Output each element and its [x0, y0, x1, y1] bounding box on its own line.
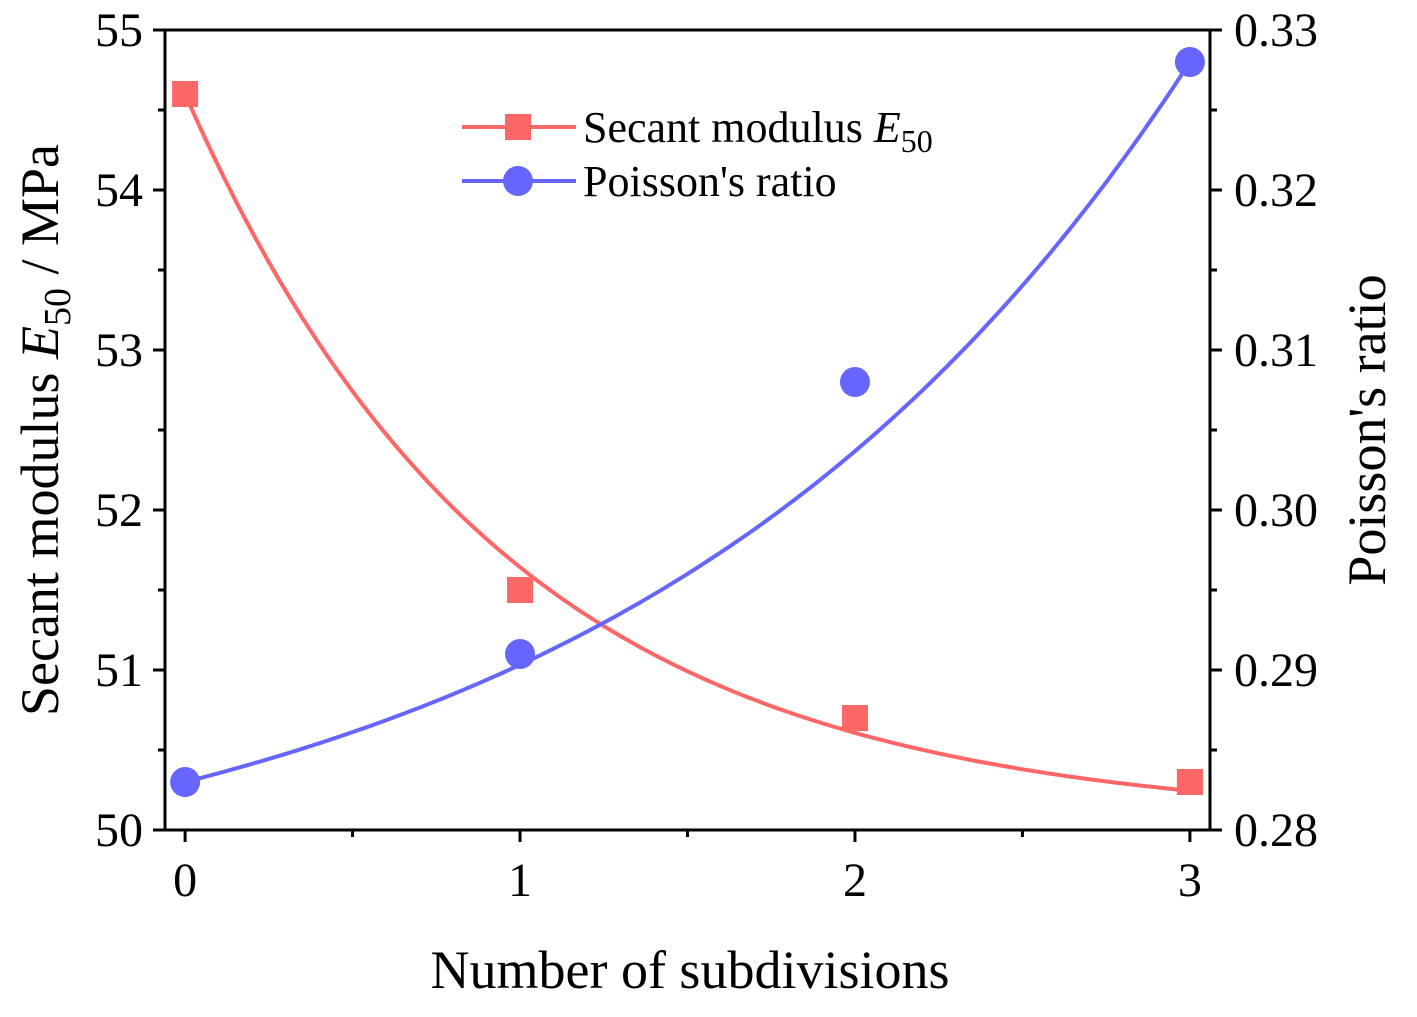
y-right-tick-label: 0.28: [1234, 804, 1318, 857]
y-left-tick-label: 51: [95, 644, 143, 697]
y-left-tick-label: 54: [95, 164, 143, 217]
fit-line-poisson: [184, 60, 1192, 784]
legend-label-poisson: Poisson's ratio: [583, 157, 837, 206]
x-axis-title: Number of subdivisions: [431, 940, 950, 1000]
poisson-point: [1174, 47, 1205, 77]
y-right-tick-label: 0.32: [1234, 164, 1318, 217]
legend-label-secant: Secant modulus E50: [583, 103, 933, 159]
legend-marker-poisson: [503, 166, 533, 196]
secant-point: [1176, 769, 1203, 795]
left-axis-title: Secant modulus E50 / MPa: [10, 144, 79, 716]
poisson-point: [505, 639, 536, 669]
tick-labels: 0 1 2 3 50 51 52 53 54 55 0.28 0.29 0.30 0.31 0.32 0.33: [95, 4, 1318, 907]
x-tick-label: 3: [1178, 854, 1202, 907]
y-right-tick-label: 0.29: [1234, 644, 1318, 697]
y-right-tick-label: 0.31: [1234, 324, 1318, 377]
y-left-tick-label: 50: [95, 804, 143, 857]
legend: Secant modulus E50 Poisson's ratio: [462, 103, 933, 206]
y-left-tick-label: 53: [95, 324, 143, 377]
x-tick-label: 1: [508, 854, 532, 907]
right-axis-title: Poisson's ratio: [1337, 274, 1397, 585]
secant-point: [507, 577, 534, 603]
legend-marker-secant: [505, 114, 531, 140]
data-markers: [170, 47, 1205, 797]
secant-point: [841, 705, 868, 731]
axis-ticks: [153, 28, 1222, 842]
fit-line-secant: [183, 93, 1191, 793]
y-left-tick-label: 52: [95, 484, 143, 537]
fit-curves: [183, 60, 1192, 793]
secant-point: [172, 81, 199, 107]
poisson-point: [170, 767, 201, 797]
x-tick-label: 2: [843, 854, 867, 907]
poisson-point: [839, 367, 870, 397]
x-tick-label: 0: [173, 854, 197, 907]
y-right-tick-label: 0.33: [1234, 4, 1318, 57]
y-left-tick-label: 55: [95, 4, 143, 57]
y-right-tick-label: 0.30: [1234, 484, 1318, 537]
